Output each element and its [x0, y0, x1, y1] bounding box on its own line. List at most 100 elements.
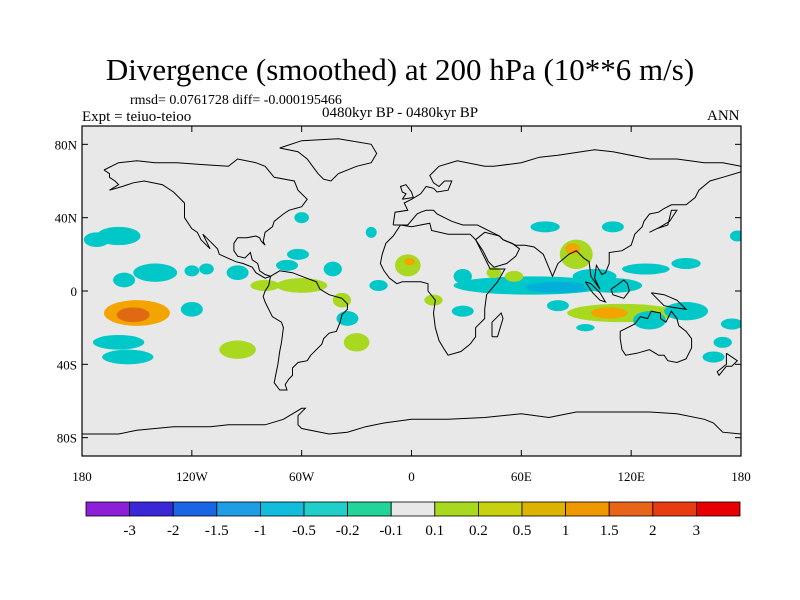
- colorbar-label: -0.2: [336, 523, 360, 539]
- anomaly-patch: [219, 340, 256, 359]
- anomaly-patch: [365, 226, 377, 238]
- lat-label: 80S: [57, 431, 77, 446]
- lon-label: 180: [731, 469, 751, 484]
- australia: [619, 310, 693, 364]
- colorbar-label: -3: [123, 523, 136, 539]
- new-guinea: [650, 292, 688, 311]
- anomaly-patch: [343, 333, 370, 352]
- anomaly-patch: [180, 302, 203, 317]
- lon-label: 180: [72, 469, 92, 484]
- anomaly-patch: [424, 294, 443, 306]
- lon-label: 120E: [617, 469, 645, 484]
- anomaly-patch: [559, 239, 593, 269]
- new-zealand: [716, 352, 739, 377]
- colorbar-swatch: [565, 501, 610, 517]
- borneo: [610, 279, 630, 299]
- anomaly-patch: [524, 281, 591, 293]
- colorbar-label: 0.5: [513, 523, 532, 539]
- colorbar-label: 2: [649, 523, 657, 539]
- anomaly-patch: [451, 305, 474, 317]
- anomaly-patch: [730, 230, 741, 242]
- anomaly-patch: [395, 254, 421, 277]
- anomaly-patch: [133, 263, 178, 282]
- colorbar-swatch: [434, 501, 479, 517]
- period-label: 0480kyr BP - 0480kyr BP: [322, 105, 479, 121]
- colorbar-swatch: [172, 501, 218, 517]
- axis-ticks: 80N 40N 0 40S 80S 180 120W 60W 0 60E 120E 180: [55, 126, 751, 484]
- anomaly-patch: [294, 212, 309, 224]
- lat-label: 40S: [57, 357, 77, 372]
- colorbar-swatch: [303, 501, 348, 517]
- madagascar: [491, 312, 504, 338]
- anomaly-patch: [720, 318, 741, 330]
- colorbar-label: 3: [693, 523, 701, 539]
- anomaly-patch: [323, 261, 342, 277]
- anomaly-patch: [583, 278, 643, 293]
- anomaly-patch: [83, 232, 110, 248]
- experiment-label: Expt = teiuo-teioo: [82, 109, 192, 125]
- season-label: ANN: [707, 108, 740, 124]
- colorbar-label: -1: [254, 523, 267, 539]
- lat-label: 40N: [55, 211, 78, 226]
- anomaly-patch: [276, 278, 328, 293]
- map-background: [82, 126, 741, 456]
- colorbar-label: 0.2: [469, 523, 488, 539]
- colorbar-swatch: [477, 501, 523, 517]
- anomaly-patch: [702, 351, 725, 363]
- colorbar-swatch: [259, 501, 305, 517]
- south-america: [262, 270, 348, 391]
- anomaly-patch: [486, 267, 502, 279]
- anomaly-patch: [671, 258, 701, 269]
- anomaly-patch: [92, 335, 145, 350]
- rmsd-diff-stats: rmsd= 0.0761728 diff= -0.000195466: [130, 93, 342, 108]
- colorbar-swatch: [216, 501, 261, 517]
- colorbar-label: 1.5: [600, 523, 619, 539]
- colorbar-swatch: [390, 501, 436, 517]
- anomaly-patch: [276, 259, 299, 271]
- colorbar-label: -0.1: [379, 523, 403, 539]
- lat-label: 0: [71, 284, 78, 299]
- anomaly-patch: [565, 243, 580, 255]
- colorbar-label: 0.1: [425, 523, 444, 539]
- anomaly-patch: [250, 280, 280, 291]
- anomaly-patch: [546, 300, 569, 312]
- colorbar-label: -2: [167, 523, 180, 539]
- anomaly-patch: [576, 324, 595, 332]
- colorbar-swatch: [608, 501, 654, 517]
- colorbar-swatch: [129, 501, 174, 517]
- anomaly-patch: [102, 349, 154, 365]
- anomaly-patch: [226, 265, 249, 280]
- anomaly-patch: [184, 265, 200, 277]
- anomaly-patch: [601, 221, 624, 233]
- colorbar-swatch: [521, 501, 566, 517]
- sumatra: [584, 281, 607, 303]
- colorbar-swatch: [85, 501, 130, 517]
- anomaly-patch: [113, 272, 136, 288]
- lon-label: 0: [408, 469, 415, 484]
- colorbar-label: 1: [562, 523, 570, 539]
- lon-label: 60W: [289, 469, 315, 484]
- anomaly-patch: [622, 263, 670, 275]
- anomaly-patch: [530, 221, 560, 233]
- anomaly-patch: [369, 280, 388, 291]
- antarctica: [82, 407, 741, 435]
- anomaly-patch: [453, 269, 472, 284]
- eurasia: [392, 149, 741, 290]
- colorbar-label: -0.5: [292, 523, 316, 539]
- anomaly-patch: [632, 311, 666, 330]
- anomaly-patch: [116, 307, 150, 323]
- greenland: [279, 138, 378, 182]
- anomaly-patch: [504, 270, 524, 282]
- lon-label: 60E: [511, 469, 532, 484]
- coastline-layer: [82, 138, 741, 435]
- lon-label: 120W: [176, 469, 209, 484]
- anomaly-layer: [83, 212, 741, 365]
- britain: [399, 184, 414, 200]
- anomaly-patch: [713, 336, 732, 348]
- colorbar-swatch: [652, 501, 697, 517]
- colorbar-swatch: [696, 501, 741, 517]
- anomaly-patch: [664, 302, 709, 321]
- colorbar-swatch: [347, 501, 392, 517]
- anomaly-patch: [590, 307, 628, 319]
- japan: [649, 209, 678, 233]
